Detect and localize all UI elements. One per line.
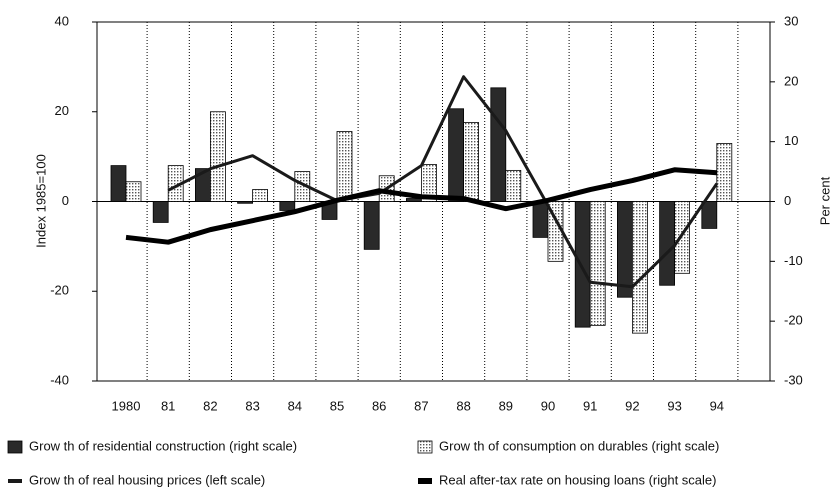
x-tick-label: 92 bbox=[625, 398, 639, 413]
y-tick-label: -40 bbox=[50, 372, 69, 387]
y-tick-label: 0 bbox=[62, 193, 69, 208]
x-tick-label: 86 bbox=[372, 398, 386, 413]
bar bbox=[125, 181, 142, 202]
bar bbox=[420, 164, 437, 202]
y2-tick-label: 0 bbox=[784, 193, 791, 208]
bar bbox=[701, 201, 718, 229]
legend-label: Grow th of real housing prices (left sca… bbox=[29, 472, 265, 487]
x-tick-label: 83 bbox=[245, 398, 259, 413]
bar bbox=[209, 111, 226, 202]
x-tick-label: 85 bbox=[330, 398, 344, 413]
y2-tick-label: 20 bbox=[784, 73, 798, 88]
bar bbox=[252, 189, 269, 202]
y2-tick-label: 30 bbox=[784, 13, 798, 28]
y2-axis-label: Per cent bbox=[817, 176, 832, 225]
x-tick-label: 87 bbox=[414, 398, 428, 413]
line bbox=[125, 167, 717, 245]
x-tick-label: 93 bbox=[667, 398, 681, 413]
line bbox=[167, 75, 719, 289]
bar bbox=[716, 143, 733, 202]
x-tick-label: 81 bbox=[161, 398, 175, 413]
legend-label: Real after-tax rate on housing loans (ri… bbox=[439, 472, 716, 487]
bar bbox=[505, 169, 522, 202]
bar bbox=[448, 108, 465, 202]
y2-tick-label: 10 bbox=[784, 133, 798, 148]
bar bbox=[532, 201, 549, 238]
y2-tick-label: -20 bbox=[784, 313, 803, 328]
legend-swatch bbox=[418, 478, 432, 484]
x-tick-label: 89 bbox=[499, 398, 513, 413]
bar bbox=[589, 201, 606, 326]
bar bbox=[336, 131, 353, 202]
bar bbox=[279, 201, 296, 211]
bar bbox=[574, 201, 591, 328]
bar bbox=[463, 122, 480, 202]
y-tick-label: -20 bbox=[50, 283, 69, 298]
legend-label: Grow th of residential construction (rig… bbox=[29, 438, 297, 453]
bar bbox=[659, 201, 675, 286]
bar bbox=[152, 201, 169, 223]
y2-tick-label: -30 bbox=[784, 372, 803, 387]
bar bbox=[490, 87, 507, 202]
y-tick-label: 20 bbox=[55, 103, 69, 118]
legend-swatch bbox=[417, 440, 433, 454]
x-tick-label: 84 bbox=[288, 398, 302, 413]
x-tick-label: 82 bbox=[203, 398, 217, 413]
y-axis-label: Index 1985=100 bbox=[33, 154, 48, 248]
x-tick-label: 94 bbox=[710, 398, 724, 413]
bar bbox=[632, 201, 648, 334]
x-tick-label: 1980 bbox=[112, 398, 141, 413]
y-tick-label: 40 bbox=[55, 13, 69, 28]
x-tick-label: 88 bbox=[456, 398, 470, 413]
bar bbox=[237, 201, 254, 204]
y2-tick-label: -10 bbox=[784, 253, 803, 268]
bar bbox=[405, 198, 422, 202]
bar bbox=[674, 201, 690, 274]
legend-label: Grow th of consumption on durables (righ… bbox=[439, 438, 719, 453]
x-tick-label: 91 bbox=[583, 398, 597, 413]
x-tick-label: 90 bbox=[541, 398, 555, 413]
legend-swatch bbox=[7, 440, 23, 454]
bar bbox=[617, 201, 633, 298]
bar bbox=[110, 165, 127, 202]
legend-swatch bbox=[8, 479, 22, 483]
bar bbox=[363, 201, 380, 250]
